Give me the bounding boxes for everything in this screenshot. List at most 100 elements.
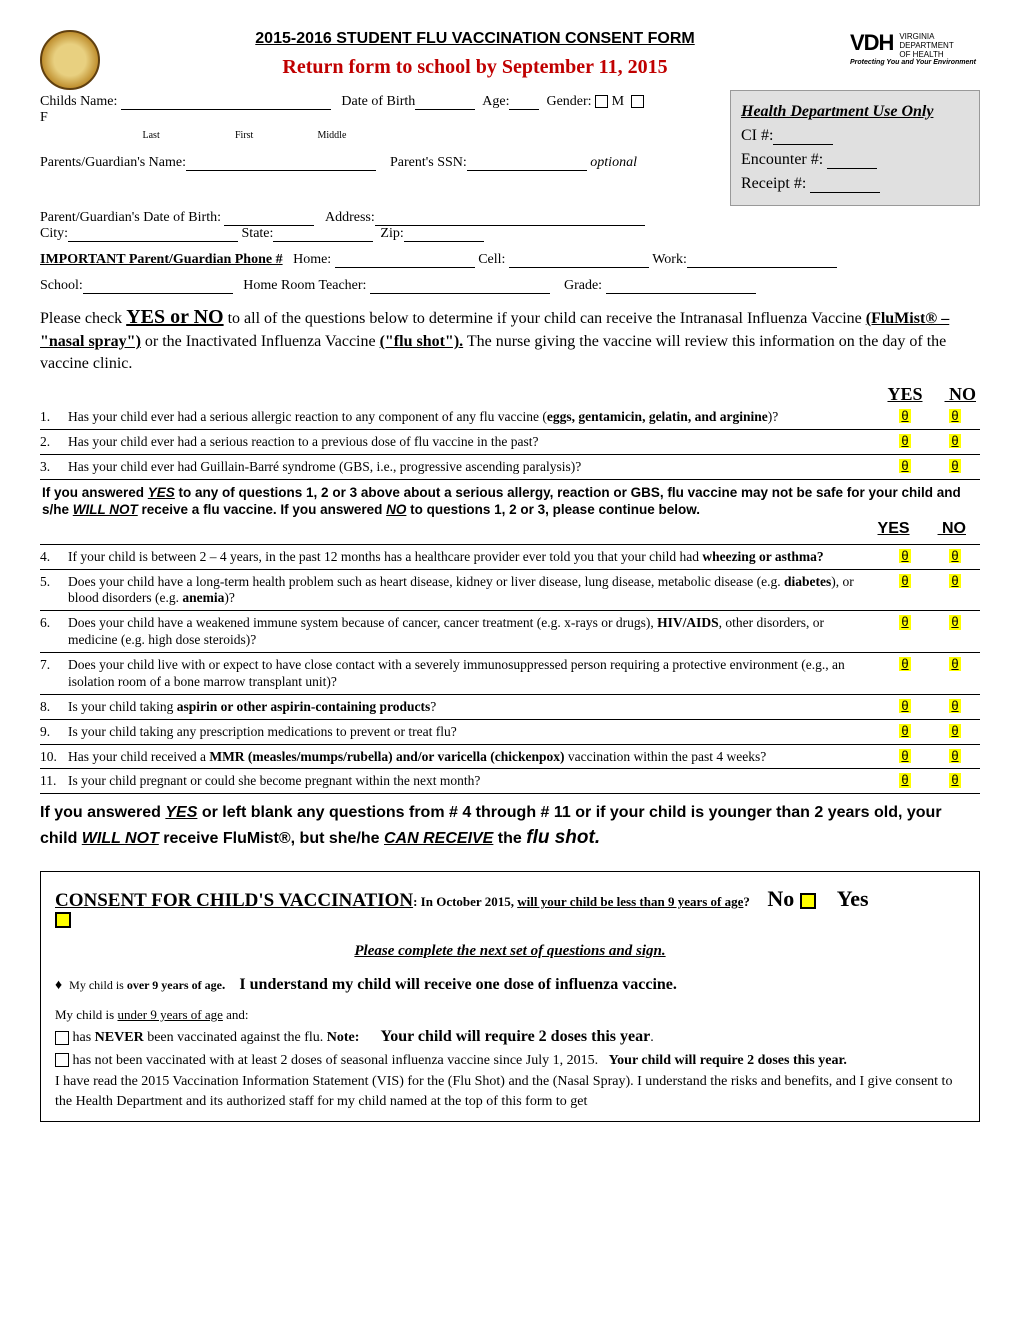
question-yn: θθ <box>880 459 980 473</box>
question-number: 1. <box>40 409 68 425</box>
no-checkbox[interactable]: θ <box>949 773 960 787</box>
question-text: Does your child have a weakened immune s… <box>68 615 880 649</box>
question-row: 1.Has your child ever had a serious alle… <box>40 405 980 430</box>
question-yn: θθ <box>880 724 980 738</box>
parent-name-line: Parents/Guardian's Name: Parent's SSN: o… <box>40 155 716 171</box>
question-row: 6.Does your child have a weakened immune… <box>40 611 980 653</box>
question-row: 10.Has your child received a MMR (measle… <box>40 745 980 770</box>
title-block: 2015-2016 STUDENT FLU VACCINATION CONSEN… <box>110 30 840 87</box>
vdh-logo-text: VDH <box>850 30 893 56</box>
question-yn: θθ <box>880 773 980 787</box>
school-line: School: Home Room Teacher: Grade: <box>40 278 980 294</box>
header: 2015-2016 STUDENT FLU VACCINATION CONSEN… <box>40 30 980 90</box>
question-yn: θθ <box>880 699 980 713</box>
consent-yes: Yes <box>837 886 869 911</box>
question-yn: θθ <box>880 615 980 629</box>
consent-question: : In October 2015, will your child be le… <box>413 894 750 909</box>
consent-title: CONSENT FOR CHILD'S VACCINATION <box>55 890 413 911</box>
vis-statement: I have read the 2015 Vaccination Informa… <box>55 1072 965 1111</box>
no-checkbox[interactable]: θ <box>949 549 960 563</box>
question-row: 5.Does your child have a long-term healt… <box>40 570 980 612</box>
yes-checkbox[interactable]: θ <box>899 459 910 473</box>
question-row: 4.If your child is between 2 – 4 years, … <box>40 545 980 570</box>
yes-checkbox[interactable]: θ <box>899 549 910 563</box>
parent-dob-line: Parent/Guardian's Date of Birth: Address… <box>40 210 980 242</box>
hd-title: Health Department Use Only <box>741 103 969 121</box>
question-text: Is your child taking any prescription me… <box>68 724 880 741</box>
question-text: Does your child live with or expect to h… <box>68 657 880 691</box>
yes-checkbox[interactable]: θ <box>899 657 910 671</box>
consent-heading-line: CONSENT FOR CHILD'S VACCINATION: In Octo… <box>55 886 965 928</box>
yes-checkbox[interactable]: θ <box>899 615 910 629</box>
question-number: 8. <box>40 699 68 715</box>
question-yn: θθ <box>880 434 980 448</box>
questions-1-3: 1.Has your child ever had a serious alle… <box>40 405 980 480</box>
consent-yes-checkbox[interactable] <box>55 912 71 928</box>
yes-checkbox[interactable]: θ <box>899 749 910 763</box>
yes-checkbox[interactable]: θ <box>899 773 910 787</box>
complete-instruction: Please complete the next set of question… <box>55 943 965 960</box>
question-row: 11.Is your child pregnant or could she b… <box>40 769 980 794</box>
final-warning: If you answered YES or left blank any qu… <box>40 802 980 851</box>
warning-1-3: If you answered YES to any of questions … <box>40 480 980 545</box>
health-dept-box: Health Department Use Only CI #: Encount… <box>730 90 980 206</box>
question-number: 6. <box>40 615 68 631</box>
form-title: 2015-2016 STUDENT FLU VACCINATION CONSEN… <box>110 30 840 48</box>
questions-4-11: 4.If your child is between 2 – 4 years, … <box>40 545 980 795</box>
question-number: 4. <box>40 549 68 565</box>
warning-text: If you answered YES to any of questions … <box>42 484 978 519</box>
info-section: Childs Name: Date of Birth Age: Gender: … <box>40 90 980 206</box>
consent-no: No <box>767 886 815 911</box>
consent-body: ♦ My child is over 9 years of age. I und… <box>55 974 965 1112</box>
question-text: Does your child have a long-term health … <box>68 574 880 608</box>
gender-f-checkbox[interactable] <box>631 95 644 108</box>
child-info: Childs Name: Date of Birth Age: Gender: … <box>40 90 716 175</box>
question-number: 11. <box>40 773 68 789</box>
no-checkbox[interactable]: θ <box>949 657 960 671</box>
consent-no-checkbox[interactable] <box>800 893 816 909</box>
phone-line: IMPORTANT Parent/Guardian Phone # Home: … <box>40 252 980 268</box>
hd-encounter: Encounter #: <box>741 151 969 169</box>
question-row: 2.Has your child ever had a serious reac… <box>40 430 980 455</box>
yes-checkbox[interactable]: θ <box>899 434 910 448</box>
no-checkbox[interactable]: θ <box>949 434 960 448</box>
question-text: Has your child received a MMR (measles/m… <box>68 749 880 766</box>
no-checkbox[interactable]: θ <box>949 749 960 763</box>
question-number: 2. <box>40 434 68 450</box>
question-text: Has your child ever had a serious reacti… <box>68 434 880 451</box>
return-deadline: Return form to school by September 11, 2… <box>110 56 840 79</box>
yes-checkbox[interactable]: θ <box>899 699 910 713</box>
yes-checkbox[interactable]: θ <box>899 724 910 738</box>
no-checkbox[interactable]: θ <box>949 699 960 713</box>
not2doses-checkbox[interactable] <box>55 1053 69 1067</box>
question-text: Is your child pregnant or could she beco… <box>68 773 880 790</box>
no-checkbox[interactable]: θ <box>949 574 960 588</box>
intro-paragraph: Please check YES or NO to all of the que… <box>40 304 980 374</box>
question-number: 10. <box>40 749 68 765</box>
hd-receipt: Receipt #: <box>741 175 969 193</box>
gender-m-checkbox[interactable] <box>595 95 608 108</box>
not-2-doses-line: has not been vaccinated with at least 2 … <box>55 1051 965 1071</box>
name-sublabels: Last First Middle <box>40 130 716 141</box>
yes-no-header-2: YES NO <box>42 519 978 540</box>
child-name-line: Childs Name: Date of Birth Age: Gender: … <box>40 94 716 126</box>
yes-no-header: YES NO <box>40 384 980 405</box>
question-yn: θθ <box>880 409 980 423</box>
yes-checkbox[interactable]: θ <box>899 574 910 588</box>
never-checkbox[interactable] <box>55 1031 69 1045</box>
question-text: Has your child ever had Guillain-Barré s… <box>68 459 880 476</box>
vdh-logo-stack: VIRGINIA DEPARTMENT OF HEALTH <box>899 32 953 59</box>
question-yn: θθ <box>880 657 980 671</box>
no-checkbox[interactable]: θ <box>949 409 960 423</box>
question-text: If your child is between 2 – 4 years, in… <box>68 549 880 566</box>
yes-checkbox[interactable]: θ <box>899 409 910 423</box>
state-seal-icon <box>40 30 100 90</box>
no-checkbox[interactable]: θ <box>949 724 960 738</box>
no-checkbox[interactable]: θ <box>949 459 960 473</box>
question-yn: θθ <box>880 549 980 563</box>
vdh-logo: VDH VIRGINIA DEPARTMENT OF HEALTH Protec… <box>850 30 980 66</box>
question-row: 8.Is your child taking aspirin or other … <box>40 695 980 720</box>
hd-ci: CI #: <box>741 127 969 145</box>
question-text: Is your child taking aspirin or other as… <box>68 699 880 716</box>
no-checkbox[interactable]: θ <box>949 615 960 629</box>
